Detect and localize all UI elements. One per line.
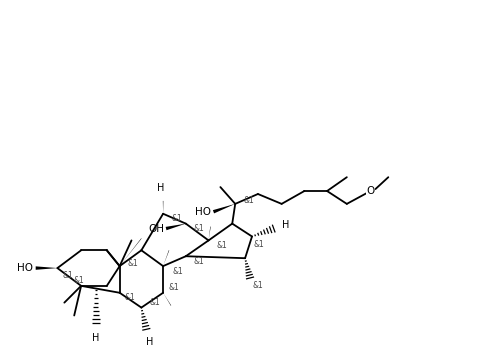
Polygon shape [209,226,211,240]
Text: &1: &1 [194,224,205,233]
Polygon shape [213,204,235,213]
Text: H: H [92,333,100,343]
Polygon shape [163,293,171,306]
Text: &1: &1 [173,266,184,276]
Text: OH: OH [148,224,164,233]
Text: &1: &1 [194,257,205,266]
Text: &1: &1 [254,240,265,249]
Text: &1: &1 [149,298,160,307]
Text: H: H [282,220,289,230]
Text: HO: HO [195,207,211,217]
Text: &1: &1 [128,259,138,267]
Text: &1: &1 [243,197,254,205]
Text: &1: &1 [216,241,227,250]
Text: &1: &1 [168,283,179,292]
Text: HO: HO [17,263,33,273]
Text: O: O [366,186,374,196]
Text: &1: &1 [73,277,84,285]
Text: H: H [157,183,165,193]
Polygon shape [163,250,169,266]
Text: &1: &1 [171,214,182,223]
Polygon shape [119,238,142,266]
Text: &1: &1 [253,282,264,290]
Text: &1: &1 [124,293,136,302]
Polygon shape [36,266,57,270]
Polygon shape [166,224,186,230]
Text: &1: &1 [62,271,73,280]
Text: H: H [146,337,153,347]
